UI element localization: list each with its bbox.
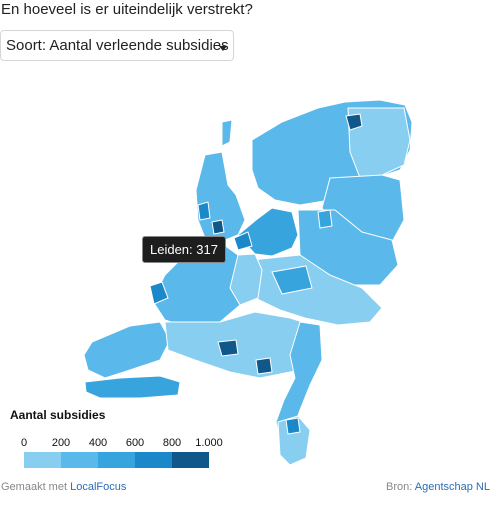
map-tooltip: Leiden: 317 bbox=[142, 236, 226, 263]
region-dark-breda bbox=[217, 339, 239, 357]
region-dark-gelderland bbox=[271, 265, 313, 295]
page-question: En hoeveel is er uiteindelijk verstrekt? bbox=[1, 1, 253, 18]
legend-swatch bbox=[98, 452, 135, 468]
region-dark-noordholland bbox=[197, 201, 211, 221]
caret-down-icon bbox=[219, 46, 227, 51]
footer-made-with: Gemaakt met bbox=[1, 481, 68, 493]
legend-tick: 800 bbox=[162, 437, 182, 449]
region-utrecht bbox=[229, 253, 263, 306]
region-dark-groningen bbox=[345, 113, 363, 131]
region-zeeland bbox=[83, 321, 171, 379]
legend-swatch bbox=[61, 452, 98, 468]
region-texel bbox=[221, 119, 233, 147]
agentschap-link[interactable]: Agentschap NL bbox=[414, 481, 490, 493]
type-select-label: Soort: Aantal verleende subsidies bbox=[6, 37, 229, 54]
netherlands-map[interactable] bbox=[0, 60, 496, 470]
localfocus-link[interactable]: LocalFocus bbox=[70, 481, 127, 493]
region-dark-rotterdam bbox=[149, 281, 169, 305]
footer-credit: Gemaakt met LocalFocus bbox=[1, 481, 126, 493]
region-flevoland bbox=[237, 207, 299, 257]
map-highlight-regions bbox=[149, 113, 363, 435]
type-select[interactable]: Soort: Aantal verleende subsidies bbox=[0, 30, 234, 61]
legend-swatch bbox=[135, 452, 172, 468]
region-dark-eindhoven bbox=[255, 357, 273, 375]
region-groningen-east bbox=[347, 107, 411, 179]
legend-title: Aantal subsidies bbox=[10, 408, 106, 422]
legend-ticks: 0 200 400 600 800 1.000 bbox=[0, 437, 260, 451]
legend-tick: 200 bbox=[51, 437, 71, 449]
legend-swatch bbox=[172, 452, 209, 468]
map-regions-base bbox=[83, 99, 413, 466]
legend-tick: 0 bbox=[20, 437, 28, 449]
region-zuid-limburg bbox=[277, 415, 311, 466]
legend-tick: 400 bbox=[88, 437, 108, 449]
region-dark-amsterdam bbox=[211, 219, 225, 235]
legend-color-bar bbox=[24, 452, 209, 468]
legend-swatch bbox=[24, 452, 61, 468]
region-dark-overijssel bbox=[317, 209, 333, 229]
legend-tick: 600 bbox=[125, 437, 145, 449]
region-dark-almere bbox=[233, 231, 253, 251]
region-dark-limburg bbox=[285, 417, 301, 435]
footer-source: Bron: Agentschap NL bbox=[386, 481, 490, 493]
footer-source-prefix: Bron: bbox=[386, 481, 413, 493]
region-zeeuws-vlaanderen bbox=[84, 375, 181, 399]
legend-tick: 1.000 bbox=[195, 437, 223, 449]
